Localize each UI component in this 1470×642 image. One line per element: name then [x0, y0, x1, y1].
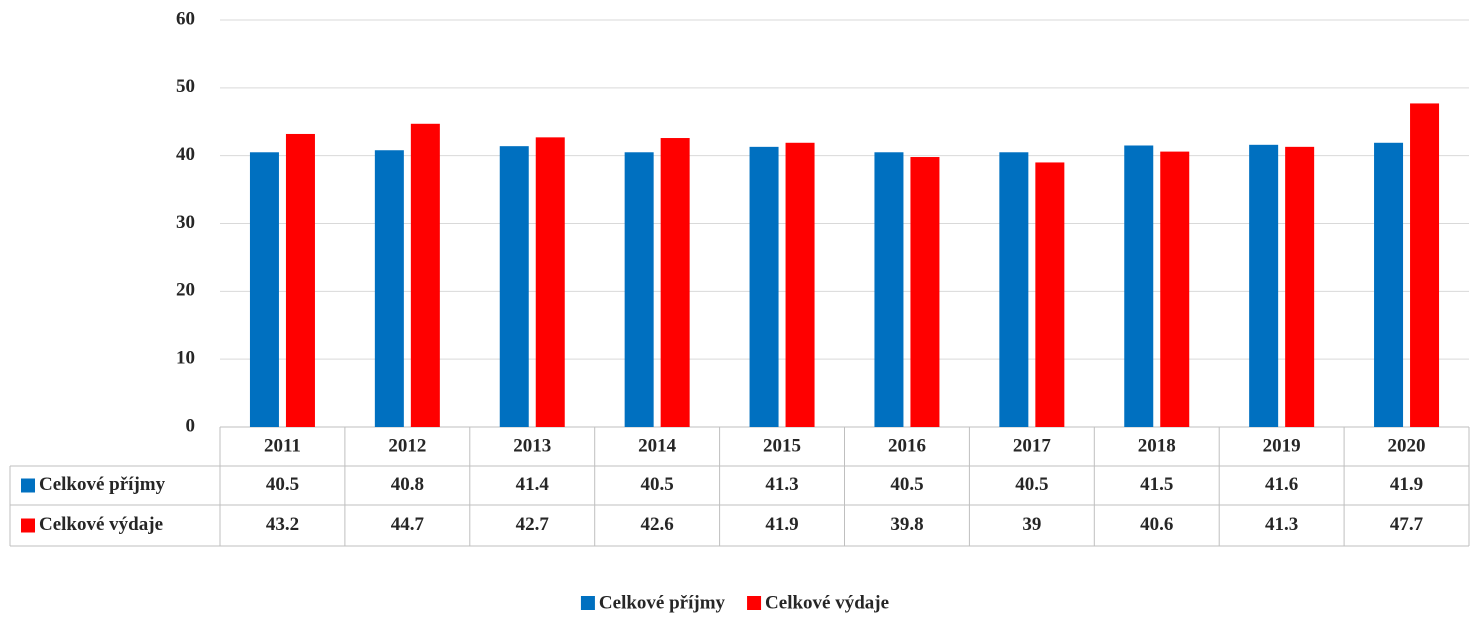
- table-value: 39.8: [890, 514, 923, 535]
- table-series-name: Celkové příjmy: [39, 474, 166, 495]
- table-value: 41.3: [765, 474, 798, 495]
- bar: [1410, 103, 1440, 427]
- bar: [624, 152, 654, 427]
- x-tick-label: 2015: [763, 435, 801, 456]
- x-tick-label: 2020: [1388, 435, 1426, 456]
- legend-label: Celkové příjmy: [599, 592, 726, 613]
- bar: [249, 152, 279, 427]
- table-value: 41.9: [765, 514, 798, 535]
- bar: [660, 138, 690, 427]
- legend-label: Celkové výdaje: [765, 592, 889, 613]
- table-value: 43.2: [266, 514, 299, 535]
- table-value: 40.5: [890, 474, 923, 495]
- legend-key: [747, 596, 762, 610]
- bar: [1035, 162, 1065, 427]
- legend: Celkové příjmy Celkové výdaje: [580, 592, 889, 613]
- bar: [374, 150, 404, 428]
- y-tick-label: 40: [176, 144, 195, 165]
- bar: [749, 146, 779, 427]
- table-value: 41.9: [1390, 474, 1423, 495]
- x-tick-label: 2019: [1263, 435, 1301, 456]
- bar: [1374, 142, 1404, 428]
- bar: [1285, 146, 1315, 427]
- bar: [1124, 145, 1154, 427]
- bar: [874, 152, 904, 427]
- x-tick-label: 2011: [264, 435, 301, 456]
- table-value: 40.5: [1015, 474, 1048, 495]
- bar: [410, 123, 440, 427]
- y-tick-label: 0: [186, 415, 196, 436]
- table-value: 40.8: [391, 474, 424, 495]
- legend-key: [580, 596, 595, 610]
- table-value: 40.6: [1140, 514, 1173, 535]
- bar: [999, 152, 1029, 427]
- x-tick-label: 2013: [513, 435, 551, 456]
- table-value: 42.6: [641, 514, 674, 535]
- y-tick-label: 10: [176, 348, 195, 369]
- table-legend-key: [21, 478, 35, 493]
- bar: [535, 137, 565, 427]
- x-tick-label: 2014: [638, 435, 677, 456]
- table-value: 40.5: [641, 474, 674, 495]
- table-value: 41.4: [516, 474, 550, 495]
- table-value: 41.6: [1265, 474, 1298, 495]
- table-value: 42.7: [516, 514, 550, 535]
- bar: [910, 157, 940, 428]
- table-value: 39: [1022, 514, 1041, 535]
- x-tick-label: 2018: [1138, 435, 1176, 456]
- x-tick-label: 2016: [888, 435, 926, 456]
- y-tick-label: 50: [176, 76, 195, 97]
- y-tick-label: 30: [176, 212, 195, 233]
- table-series-name: Celkové výdaje: [39, 514, 163, 535]
- table-value: 44.7: [391, 514, 425, 535]
- table-value: 41.3: [1265, 514, 1298, 535]
- bar: [785, 142, 815, 428]
- table-legend-key: [21, 518, 35, 533]
- table-value: 40.5: [266, 474, 299, 495]
- table-value: 41.5: [1140, 474, 1173, 495]
- bar: [1249, 144, 1279, 427]
- bar: [499, 146, 529, 428]
- y-tick-label: 60: [176, 8, 195, 29]
- x-tick-label: 2017: [1013, 435, 1052, 456]
- y-tick-label: 20: [176, 280, 195, 301]
- table-value: 47.7: [1390, 514, 1424, 535]
- x-tick-label: 2012: [388, 435, 426, 456]
- bar: [285, 133, 315, 427]
- bar: [1160, 151, 1190, 427]
